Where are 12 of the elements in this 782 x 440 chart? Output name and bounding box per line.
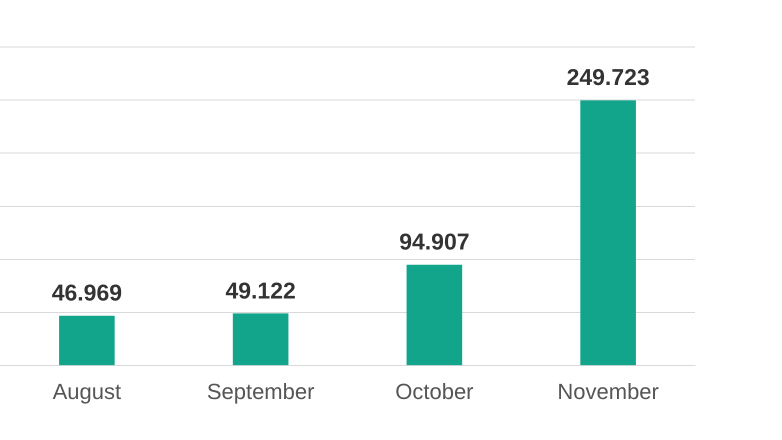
bar	[406, 264, 462, 366]
x-tick-label: November	[557, 378, 659, 404]
bar	[59, 316, 115, 366]
data-label: 249.723	[566, 64, 650, 90]
bar	[232, 313, 288, 366]
data-label: 49.122	[225, 277, 296, 304]
x-tick-label: September	[206, 378, 314, 404]
x-tick-label: October	[395, 378, 474, 404]
bar	[580, 100, 636, 366]
data-label: 46.969	[52, 280, 122, 306]
data-label: 94.907	[399, 228, 470, 255]
x-tick-label: August	[52, 378, 122, 404]
